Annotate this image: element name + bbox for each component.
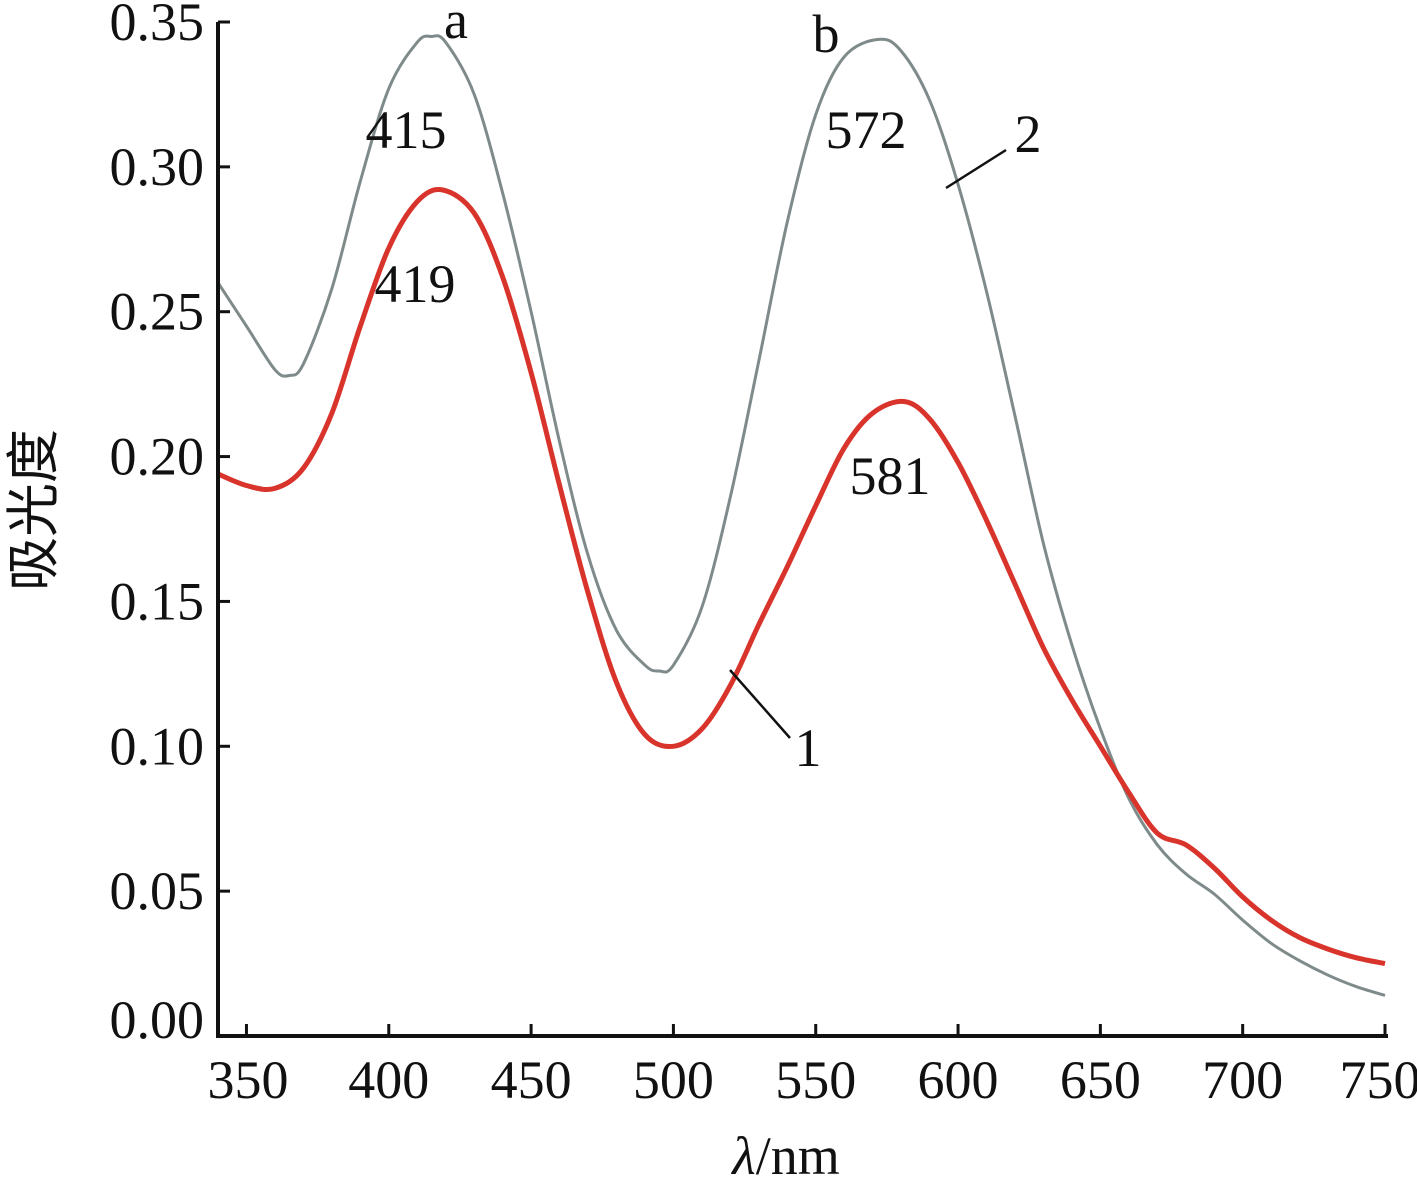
x-tick-label: 500 — [633, 1050, 714, 1110]
series-1-line — [217, 187, 1386, 967]
x-tick-label: 550 — [775, 1050, 856, 1110]
y-tick-label: 0.10 — [110, 716, 205, 776]
x-tick-label: 450 — [491, 1050, 572, 1110]
x-tick-label: 350 — [208, 1050, 289, 1110]
y-tick-label: 0.35 — [110, 0, 205, 52]
x-axis-ticks: 350 400 450 500 550 600 650 700 750 — [208, 1024, 1417, 1110]
x-tick-label: 750 — [1340, 1050, 1417, 1110]
peak-value-415: 415 — [366, 100, 447, 160]
peak-label-a: a — [444, 0, 468, 50]
y-tick-label: 0.15 — [110, 571, 205, 631]
curve-2-label: 2 — [1015, 104, 1042, 164]
x-tick-label: 700 — [1202, 1050, 1283, 1110]
plot-lines — [216, 34, 1386, 997]
y-tick-label: 0.30 — [110, 137, 205, 197]
curve-1-label: 1 — [795, 718, 822, 778]
series-2-line — [216, 34, 1386, 997]
curve-2-leader-line — [945, 148, 1007, 190]
peak-label-b: b — [813, 4, 840, 64]
y-tick-label: 0.25 — [110, 282, 205, 342]
y-tick-label: 0.05 — [110, 861, 205, 921]
peak-value-419: 419 — [375, 254, 456, 314]
y-axis-ticks: 0.00 0.05 0.10 0.15 0.20 0.25 0.30 0.35 — [110, 0, 230, 1050]
peak-value-581: 581 — [850, 446, 931, 506]
curve-1-leader-line — [729, 669, 791, 739]
x-tick-label: 400 — [348, 1050, 429, 1110]
x-tick-label: 600 — [918, 1050, 999, 1110]
y-tick-label: 0.00 — [110, 990, 205, 1050]
x-axis-unit: /nm — [756, 1126, 840, 1181]
x-axis-title: λ/nm — [730, 1126, 839, 1181]
peak-value-572: 572 — [826, 100, 907, 160]
x-axis-symbol: λ — [730, 1126, 755, 1181]
y-axis-title: 吸光度 — [4, 429, 64, 591]
x-tick-label: 650 — [1060, 1050, 1141, 1110]
y-tick-label: 0.20 — [110, 427, 205, 487]
